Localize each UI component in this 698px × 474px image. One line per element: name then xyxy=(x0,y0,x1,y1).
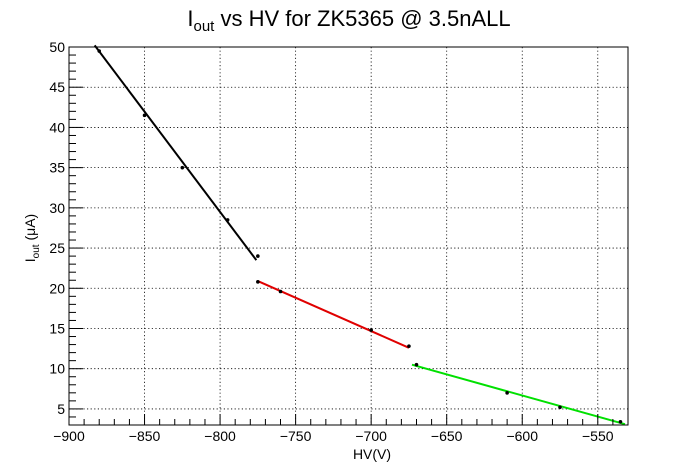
fit-line xyxy=(93,44,258,261)
data-point xyxy=(505,391,509,395)
x-tick-label: −850 xyxy=(129,428,161,444)
chart-title: Iout vs HV for ZK5365 @ 3.5nALL xyxy=(187,6,510,35)
y-tick-label: 50 xyxy=(49,39,65,55)
y-tick-label: 10 xyxy=(49,361,65,377)
fit-line xyxy=(411,363,626,426)
x-tick-label: −750 xyxy=(280,428,312,444)
chart-title-sub: out xyxy=(194,18,216,35)
y-axis-title-rest: (μA) xyxy=(22,214,38,245)
data-point xyxy=(180,165,185,170)
x-axis-title: HV(V) xyxy=(353,446,391,462)
data-point xyxy=(256,254,260,258)
data-point xyxy=(225,218,230,222)
x-tick-label: −700 xyxy=(355,428,387,444)
y-tick-label: 5 xyxy=(57,401,65,417)
x-tick-label: −900 xyxy=(53,428,85,444)
x-tick-label: −550 xyxy=(582,428,614,444)
y-axis-title: Iout (μA) xyxy=(22,214,42,262)
y-tick-label: 40 xyxy=(49,119,65,135)
chart-title-main: I xyxy=(187,6,193,31)
x-tick-label: −650 xyxy=(431,428,463,444)
y-tick-label: 15 xyxy=(49,320,65,336)
y-axis-title-main: I xyxy=(22,258,38,262)
y-tick-label: 30 xyxy=(49,200,65,216)
fit-line xyxy=(257,280,410,349)
chart-title-rest: vs HV for ZK5365 @ 3.5nALL xyxy=(214,6,510,31)
plot-frame xyxy=(68,46,629,426)
data-point xyxy=(369,328,373,332)
x-tick-label: −600 xyxy=(506,428,538,444)
data-point xyxy=(558,405,562,410)
data-point xyxy=(407,344,411,348)
y-tick-label: 20 xyxy=(49,280,65,296)
series-group xyxy=(256,280,411,349)
data-point xyxy=(618,419,623,424)
y-axis-title-sub: out xyxy=(31,244,42,258)
y-tick-label: 25 xyxy=(49,240,65,256)
data-point xyxy=(142,113,147,118)
data-point xyxy=(414,362,419,367)
x-tick-label: −800 xyxy=(204,428,236,444)
y-tick-label: 35 xyxy=(49,160,65,176)
y-tick-label: 45 xyxy=(49,79,65,95)
ticks: −900 −850 −800 −750 −700 −650 −600 −550 5 10 15 20 2… xyxy=(49,39,629,444)
series-layer xyxy=(93,44,626,426)
series-group xyxy=(93,44,260,261)
data-point xyxy=(256,280,260,284)
data-point xyxy=(97,49,102,53)
data-point xyxy=(278,289,283,294)
series-group xyxy=(411,362,626,426)
